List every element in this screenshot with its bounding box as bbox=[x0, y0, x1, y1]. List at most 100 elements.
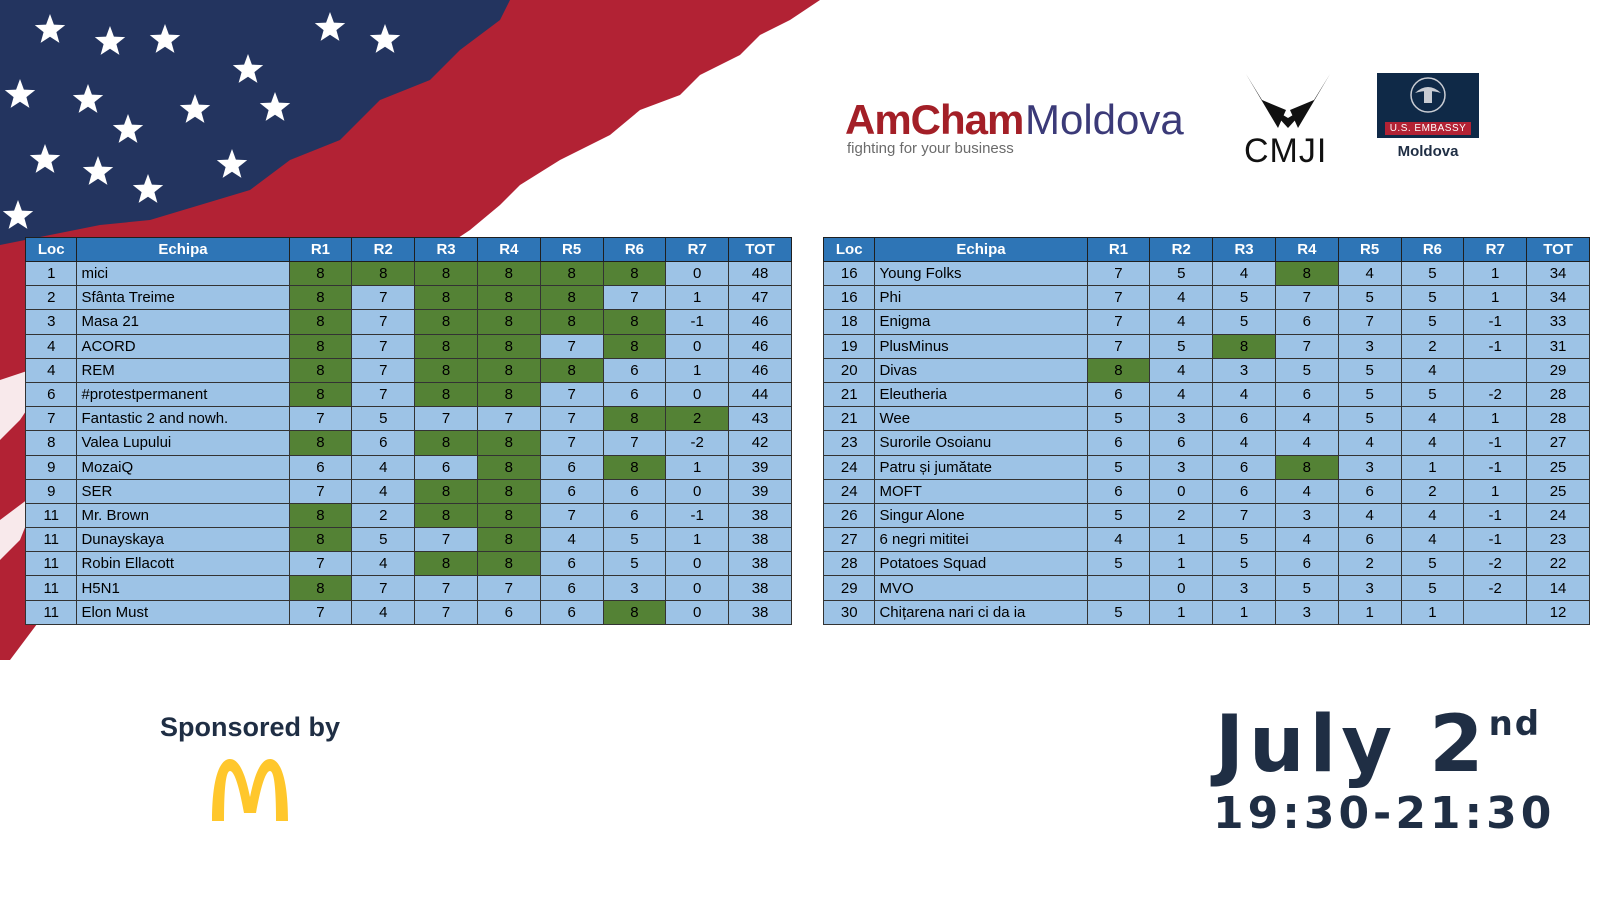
rank-cell: 30 bbox=[822, 599, 876, 625]
star-icon bbox=[29, 144, 61, 173]
round-score-cell: 1 bbox=[665, 357, 730, 383]
round-score-cell: 1 bbox=[1400, 599, 1465, 625]
star-icon bbox=[112, 114, 144, 143]
round-score-cell: 8 bbox=[1274, 260, 1339, 287]
round-score-cell: 6 bbox=[351, 430, 416, 456]
sponsor-label: Sponsored by bbox=[160, 712, 341, 742]
amcham-logo-text: AmCham bbox=[845, 96, 1024, 143]
round-score-cell: 8 bbox=[414, 333, 478, 359]
rank-cell: 28 bbox=[822, 551, 876, 577]
round-score-cell: 1 bbox=[1463, 478, 1528, 504]
star-icon bbox=[314, 12, 346, 41]
total-cell: 39 bbox=[728, 478, 792, 504]
round-score-cell: -1 bbox=[1463, 502, 1528, 529]
round-score-cell: 7 bbox=[288, 478, 353, 504]
total-cell: 25 bbox=[1526, 478, 1590, 504]
round-score-cell: 0 bbox=[665, 599, 730, 625]
cmji-logo-text: CMJI bbox=[1244, 132, 1328, 170]
round-score-cell: 3 bbox=[1337, 575, 1402, 601]
table-row: 21 Wee 5 3 6 4 5 4 1 28 bbox=[822, 406, 1590, 432]
round-score-cell: 1 bbox=[665, 454, 730, 480]
round-score-cell: 6 bbox=[539, 575, 604, 601]
round-score-cell: 4 bbox=[1400, 527, 1465, 553]
rank-cell: 18 bbox=[822, 309, 876, 335]
rank-cell: 8 bbox=[24, 430, 78, 456]
round-score-cell: -1 bbox=[1463, 309, 1528, 335]
mcdonalds-arches-icon bbox=[212, 759, 288, 821]
rank-cell: 24 bbox=[822, 454, 876, 480]
round-score-cell bbox=[1086, 575, 1151, 601]
team-name-cell: Surorile Osoianu bbox=[874, 430, 1088, 456]
round-score-cell: 7 bbox=[351, 357, 416, 383]
team-name-cell: MozaiQ bbox=[76, 454, 290, 480]
total-cell: 24 bbox=[1526, 502, 1590, 529]
table-row: 11 Elon Must 7 4 7 6 6 8 0 38 bbox=[24, 599, 792, 625]
round-score-cell: 6 bbox=[539, 478, 604, 504]
column-header: R7 bbox=[1463, 237, 1528, 262]
table-row: 21 Eleutheria 6 4 4 6 5 5 -2 28 bbox=[822, 381, 1590, 408]
round-score-cell: 5 bbox=[351, 406, 416, 432]
round-score-cell: -2 bbox=[665, 430, 730, 456]
round-score-cell: 7 bbox=[602, 285, 667, 311]
star-icon bbox=[82, 156, 114, 185]
rank-cell: 2 bbox=[24, 285, 78, 311]
round-score-cell: 8 bbox=[476, 285, 541, 311]
round-score-cell: 0 bbox=[1149, 575, 1214, 601]
round-score-cell: 8 bbox=[476, 478, 541, 504]
team-name-cell: #protestpermanent bbox=[76, 381, 290, 408]
round-score-cell: 8 bbox=[288, 357, 353, 383]
round-score-cell: 1 bbox=[1149, 599, 1214, 625]
column-header: R2 bbox=[1149, 237, 1214, 262]
round-score-cell: 8 bbox=[414, 478, 478, 504]
round-score-cell: 8 bbox=[539, 285, 604, 311]
round-score-cell: 7 bbox=[1274, 285, 1339, 311]
round-score-cell: 8 bbox=[414, 309, 478, 335]
table-row: 27 6 negri mititei 4 1 5 4 6 4 -1 23 bbox=[822, 527, 1590, 553]
round-score-cell: 4 bbox=[1212, 430, 1276, 456]
round-score-cell: 5 bbox=[1400, 381, 1465, 408]
round-score-cell: 7 bbox=[1086, 309, 1151, 335]
round-score-cell: -1 bbox=[1463, 527, 1528, 553]
round-score-cell: 4 bbox=[1149, 285, 1214, 311]
round-score-cell: 7 bbox=[351, 381, 416, 408]
total-cell: 28 bbox=[1526, 406, 1590, 432]
round-score-cell: 4 bbox=[1400, 430, 1465, 456]
round-score-cell: 5 bbox=[1086, 406, 1151, 432]
rank-cell: 7 bbox=[24, 406, 78, 432]
embassy-seal-box: U.S. EMBASSY bbox=[1377, 73, 1479, 138]
column-header: R3 bbox=[1212, 237, 1276, 262]
total-cell: 22 bbox=[1526, 551, 1590, 577]
round-score-cell: 4 bbox=[351, 599, 416, 625]
round-score-cell: 8 bbox=[414, 430, 478, 456]
round-score-cell: 0 bbox=[1149, 478, 1214, 504]
round-score-cell: 4 bbox=[1400, 357, 1465, 383]
round-score-cell: 6 bbox=[1212, 478, 1276, 504]
round-score-cell: 0 bbox=[665, 381, 730, 408]
round-score-cell: 4 bbox=[351, 454, 416, 480]
table-row: 11 Mr. Brown 8 2 8 8 7 6 -1 38 bbox=[24, 502, 792, 529]
team-name-cell: mici bbox=[76, 260, 290, 287]
team-name-cell: Patru și jumătate bbox=[874, 454, 1088, 480]
star-icon bbox=[94, 26, 126, 55]
rank-cell: 11 bbox=[24, 551, 78, 577]
round-score-cell: 8 bbox=[288, 309, 353, 335]
round-score-cell: 7 bbox=[476, 406, 541, 432]
round-score-cell: 5 bbox=[1400, 260, 1465, 287]
team-name-cell: MOFT bbox=[874, 478, 1088, 504]
round-score-cell: 8 bbox=[602, 454, 667, 480]
team-name-cell: Fantastic 2 and nowh. bbox=[76, 406, 290, 432]
column-header: R5 bbox=[539, 237, 604, 262]
round-score-cell: 7 bbox=[1086, 285, 1151, 311]
star-icon bbox=[4, 79, 36, 108]
round-score-cell: 7 bbox=[414, 406, 478, 432]
round-score-cell: 5 bbox=[351, 527, 416, 553]
round-score-cell: 7 bbox=[1337, 309, 1402, 335]
team-name-cell: 6 negri mititei bbox=[874, 527, 1088, 553]
round-score-cell: 3 bbox=[1337, 333, 1402, 359]
round-score-cell: 4 bbox=[1212, 381, 1276, 408]
rank-cell: 29 bbox=[822, 575, 876, 601]
round-score-cell: 5 bbox=[1400, 309, 1465, 335]
star-icon bbox=[149, 24, 181, 53]
table-row: 28 Potatoes Squad 5 1 5 6 2 5 -2 22 bbox=[822, 551, 1590, 577]
round-score-cell: 7 bbox=[288, 599, 353, 625]
